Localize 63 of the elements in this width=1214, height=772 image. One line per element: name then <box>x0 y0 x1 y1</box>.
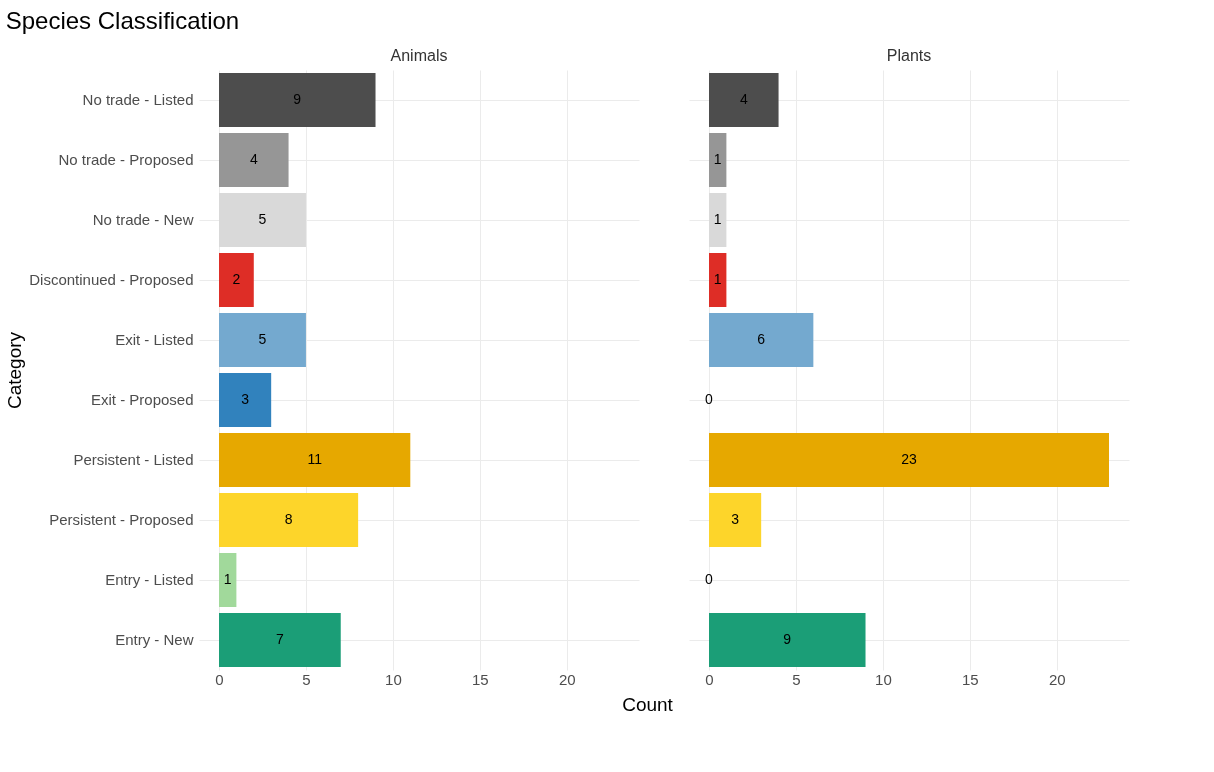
x-tick-label: 15 <box>962 670 979 688</box>
data-label: 5 <box>258 331 267 347</box>
bar <box>219 613 341 667</box>
chart-subtitle: Animals <box>390 47 448 64</box>
x-tick-label: 15 <box>472 670 489 688</box>
data-label: 5 <box>258 211 267 227</box>
data-label: 3 <box>241 391 250 407</box>
chart-title: Species Classification <box>5 7 240 34</box>
y-tick-label: Persistent - Listed <box>73 451 194 468</box>
data-label: 0 <box>705 571 714 587</box>
data-label: 6 <box>757 331 766 347</box>
y-tick-label: No trade - Listed <box>82 91 194 108</box>
data-label: 0 <box>705 391 714 407</box>
bar <box>219 73 376 127</box>
bar <box>219 193 306 247</box>
x-tick-label: 5 <box>302 670 311 688</box>
y-tick-label: Discontinued - Proposed <box>29 271 194 288</box>
data-label: 3 <box>731 511 740 527</box>
bar <box>219 313 306 367</box>
x-tick-label: 10 <box>875 670 892 688</box>
y-axis-title: Category <box>4 331 26 410</box>
bar <box>709 433 1109 487</box>
bar <box>219 433 411 487</box>
x-axis-title: Count <box>622 693 674 715</box>
bar <box>219 253 254 307</box>
bar <box>709 73 779 127</box>
data-label: 7 <box>275 631 284 647</box>
y-tick-label: Persistent - Proposed <box>49 511 194 528</box>
data-label: 11 <box>307 451 323 467</box>
bar <box>709 133 727 187</box>
y-tick-label: Exit - Listed <box>115 331 194 348</box>
data-label: 2 <box>232 271 241 287</box>
data-label: 9 <box>293 91 302 107</box>
x-tick-label: 5 <box>792 670 801 688</box>
data-label: 9 <box>783 631 792 647</box>
bar <box>709 493 762 547</box>
data-label: 4 <box>739 91 748 107</box>
bar <box>709 193 727 247</box>
data-label: 1 <box>713 271 722 287</box>
data-label: 23 <box>901 451 917 467</box>
bar <box>219 133 289 187</box>
x-tick-label: 0 <box>215 670 224 688</box>
data-label: 4 <box>249 151 258 167</box>
y-tick-label: Entry - Listed <box>105 571 194 588</box>
y-tick-label: No trade - New <box>92 211 194 228</box>
bar <box>219 373 272 427</box>
bar <box>219 493 359 547</box>
x-tick-label: 0 <box>705 670 714 688</box>
bar <box>709 253 727 307</box>
bar <box>709 313 814 367</box>
bar <box>219 553 237 607</box>
y-tick-label: Entry - New <box>115 631 194 648</box>
x-tick-label: 20 <box>558 670 576 688</box>
bar <box>709 613 866 667</box>
data-label: 1 <box>223 571 232 587</box>
data-label: 8 <box>284 511 293 527</box>
x-tick-label: 10 <box>385 670 402 688</box>
data-label: 1 <box>713 211 722 227</box>
x-tick-label: 20 <box>1048 670 1066 688</box>
y-tick-label: Exit - Proposed <box>90 391 194 408</box>
y-tick-label: No trade - Proposed <box>58 151 194 168</box>
chart-subtitle: Plants <box>886 47 932 64</box>
data-label: 1 <box>713 151 722 167</box>
